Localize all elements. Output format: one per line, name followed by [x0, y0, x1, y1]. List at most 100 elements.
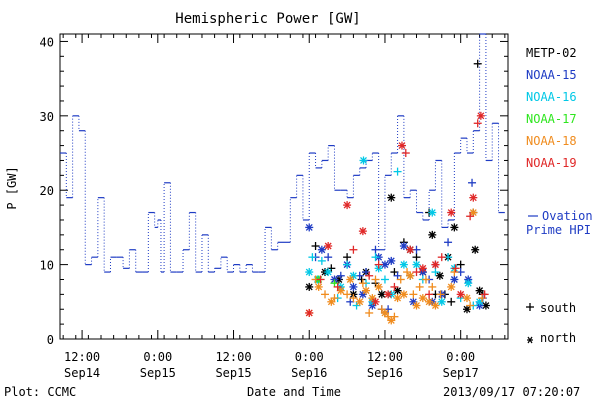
x-tick-label-date: Sep15	[215, 366, 251, 380]
data-point-north	[399, 290, 408, 299]
data-point-south	[357, 275, 366, 284]
data-point-south	[316, 275, 325, 284]
data-point-south	[473, 119, 482, 128]
x-tick-label-date: Sep14	[64, 366, 100, 380]
ovation-legend-label-2: Prime HPI	[526, 223, 591, 237]
data-point-north	[406, 271, 415, 280]
data-point-south	[371, 275, 380, 284]
data-point-north	[393, 294, 402, 303]
data-point-north	[358, 227, 367, 236]
data-point-north	[343, 201, 352, 210]
data-point-north	[371, 297, 380, 306]
data-point-north	[324, 268, 333, 277]
data-point-north	[431, 301, 440, 310]
data-point-south	[436, 290, 445, 299]
data-point-south	[466, 212, 475, 221]
data-point-south	[390, 282, 399, 291]
data-point-north	[305, 268, 314, 277]
data-point-north	[384, 290, 393, 299]
ovation-series	[60, 33, 505, 273]
data-point-north	[435, 271, 444, 280]
data-point-north	[358, 290, 367, 299]
data-point-north	[314, 282, 323, 291]
y-tick-label: 20	[40, 184, 54, 198]
data-point-south	[330, 294, 339, 303]
x-tick-label-date: Sep16	[367, 366, 403, 380]
data-point-north	[397, 141, 406, 150]
data-point-north	[355, 297, 364, 306]
scatter-points	[305, 59, 490, 325]
data-point-north	[327, 297, 336, 306]
data-point-north	[462, 294, 471, 303]
plot-credit: Plot: CCMC	[4, 385, 76, 399]
data-point-south	[343, 260, 352, 269]
data-point-north	[409, 297, 418, 306]
data-point-north	[317, 245, 326, 254]
data-point-north	[418, 264, 427, 273]
data-point-south	[311, 242, 320, 251]
data-point-south	[437, 253, 446, 262]
data-point-south	[401, 149, 410, 158]
data-point-north	[450, 275, 459, 284]
x-tick-label-date: Sep16	[291, 366, 327, 380]
data-point-south	[480, 290, 489, 299]
data-point-north	[476, 111, 485, 120]
data-point-north	[447, 282, 456, 291]
data-point-south	[473, 59, 482, 68]
data-point-south	[450, 268, 459, 277]
symbol-key: south north	[526, 301, 576, 345]
data-point-north	[374, 282, 383, 291]
data-point-south	[358, 279, 367, 288]
x-axis-label: Date and Time	[247, 385, 341, 399]
data-point-north	[406, 245, 415, 254]
data-point-north	[447, 208, 456, 217]
data-point-south	[343, 290, 352, 299]
ovation-legend-label-1: Ovation	[542, 209, 593, 223]
legend-item: NOAA-16	[526, 90, 577, 104]
data-point-south	[466, 301, 475, 310]
y-tick-label: 40	[40, 35, 54, 49]
data-point-north	[359, 156, 368, 165]
plot-border	[59, 33, 509, 340]
data-point-south	[308, 253, 317, 262]
data-point-south	[425, 290, 434, 299]
data-point-south	[421, 275, 430, 284]
data-point-south	[431, 268, 440, 277]
legend-item: NOAA-17	[526, 112, 577, 126]
data-point-south	[349, 245, 358, 254]
y-tick-label: 10	[40, 259, 54, 273]
data-point-south	[447, 297, 456, 306]
data-point-north	[428, 208, 437, 217]
data-point-south	[393, 167, 402, 176]
chart-title: Hemispheric Power [GW]	[175, 11, 360, 27]
data-point-north	[428, 230, 437, 239]
ovation-legend: Ovation Prime HPI	[526, 209, 593, 237]
data-point-south	[349, 294, 358, 303]
data-point-south	[468, 178, 477, 187]
x-tick-label-time: 0:00	[295, 350, 324, 364]
plot-area	[59, 33, 509, 340]
x-tick-label-time: 12:00	[215, 350, 251, 364]
legend-item: NOAA-19	[526, 156, 577, 170]
data-point-south	[365, 308, 374, 317]
x-tick-label-time: 0:00	[143, 350, 172, 364]
data-point-north	[437, 297, 446, 306]
legend-item: NOAA-15	[526, 68, 577, 82]
symbol-key-label: north	[540, 331, 576, 345]
legend-item: METP-02	[526, 46, 577, 60]
data-point-north	[399, 260, 408, 269]
data-point-north	[349, 282, 358, 291]
data-point-north	[324, 242, 333, 251]
data-point-north	[362, 286, 371, 295]
data-point-south	[365, 271, 374, 280]
plot-timestamp: 2013/09/17 07:20:07	[443, 385, 580, 399]
data-point-south	[380, 275, 389, 284]
data-point-north	[305, 223, 314, 232]
data-point-north	[387, 256, 396, 265]
y-tick-label: 30	[40, 110, 54, 124]
x-tick-label-time: 12:00	[64, 350, 100, 364]
y-axis-label: P [GW]	[5, 166, 19, 209]
data-point-south	[324, 253, 333, 262]
data-point-south	[317, 256, 326, 265]
